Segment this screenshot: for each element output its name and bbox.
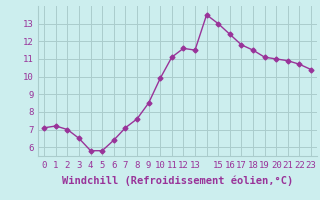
- X-axis label: Windchill (Refroidissement éolien,°C): Windchill (Refroidissement éolien,°C): [62, 175, 293, 186]
